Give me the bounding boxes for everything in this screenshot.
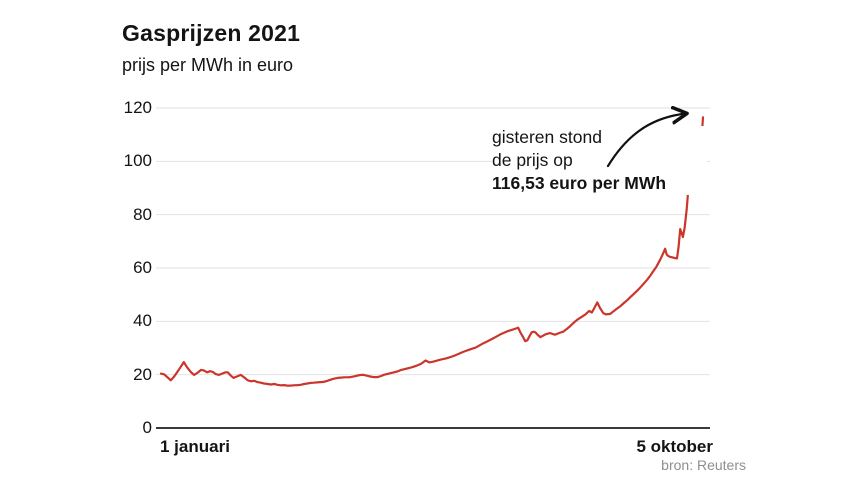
page-title: Gasprijzen 2021 bbox=[122, 20, 301, 46]
source-credit: bron: Reuters bbox=[661, 457, 746, 473]
y-axis-tick-label: 120 bbox=[123, 98, 152, 117]
x-axis-label-end: 5 oktober bbox=[636, 437, 713, 456]
x-axis-label-start: 1 januari bbox=[160, 437, 230, 456]
annotation-line-2: de prijs op bbox=[492, 150, 573, 170]
y-axis-tick-label: 80 bbox=[133, 204, 152, 224]
annotation-callout: gisteren stond de prijs op 116,53 euro p… bbox=[492, 126, 707, 195]
annotation-price-value: 116,53 euro per MWh bbox=[492, 173, 667, 193]
y-axis-tick-label: 0 bbox=[142, 418, 152, 437]
y-axis-tick-label: 100 bbox=[123, 151, 152, 171]
y-axis-tick-label: 60 bbox=[133, 258, 152, 277]
page-subtitle: prijs per MWh in euro bbox=[122, 55, 294, 75]
y-axis-tick-label: 20 bbox=[133, 364, 152, 384]
annotation-line-1: gisteren stond bbox=[492, 127, 602, 147]
y-axis-tick-label: 40 bbox=[133, 311, 152, 331]
